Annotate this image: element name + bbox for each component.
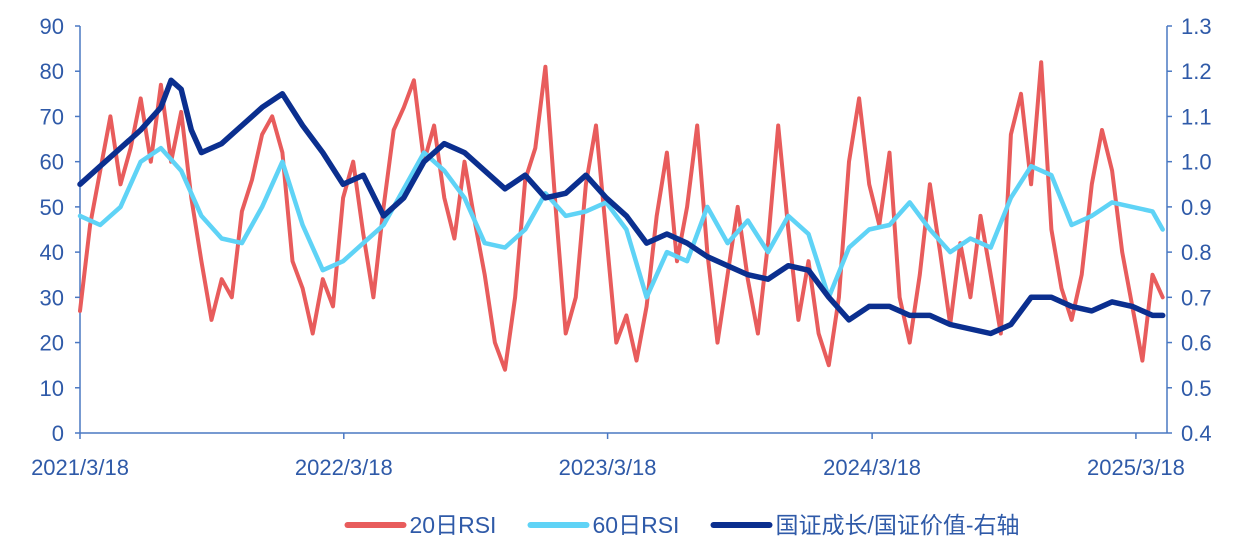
right-y-tick-label: 1.0 bbox=[1181, 150, 1212, 175]
left-y-tick-label: 40 bbox=[40, 240, 64, 265]
left-y-tick-label: 50 bbox=[40, 195, 64, 220]
series-line-rsi20 bbox=[78, 60, 1165, 372]
right-y-tick-label: 0.4 bbox=[1181, 421, 1212, 446]
legend-layer: 20日RSI 60日RSI 国证成长/国证价值-右轴 bbox=[344, 512, 1020, 538]
right-y-tick-label: 0.7 bbox=[1181, 285, 1212, 310]
legend-label-rsi20: 20日RSI bbox=[410, 512, 497, 538]
x-tick-label: 2022/3/18 bbox=[295, 455, 393, 480]
left-y-tick-label: 20 bbox=[40, 331, 64, 356]
right-y-tick-label: 0.9 bbox=[1181, 195, 1212, 220]
series-line-ratio bbox=[77, 77, 1166, 337]
left-y-tick-label: 0 bbox=[52, 421, 64, 446]
left-y-tick-label: 10 bbox=[40, 376, 64, 401]
right-y-tick-label: 1.3 bbox=[1181, 14, 1212, 39]
right-y-tick-label: 0.6 bbox=[1181, 331, 1212, 356]
x-tick-label: 2021/3/18 bbox=[31, 455, 129, 480]
x-tick-label: 2025/3/18 bbox=[1087, 455, 1185, 480]
right-y-tick-label: 0.5 bbox=[1181, 376, 1212, 401]
legend-label-rsi60: 60日RSI bbox=[593, 512, 680, 538]
left-y-tick-label: 30 bbox=[40, 285, 64, 310]
x-tick-label: 2024/3/18 bbox=[823, 455, 921, 480]
right-y-tick-label: 0.8 bbox=[1181, 240, 1212, 265]
series-line-rsi60 bbox=[77, 145, 1165, 300]
ticks-layer: 0 10 20 30 40 50 60 70 80 90 0.4 0.5 0.6 0.7 0.8 0.9 1.0… bbox=[31, 14, 1212, 480]
x-tick-label: 2023/3/18 bbox=[559, 455, 657, 480]
left-y-tick-label: 60 bbox=[40, 150, 64, 175]
right-y-tick-label: 1.1 bbox=[1181, 104, 1212, 129]
series-layer bbox=[77, 60, 1166, 372]
legend-label-ratio: 国证成长/国证价值-右轴 bbox=[776, 512, 1020, 538]
left-y-tick-label: 90 bbox=[40, 14, 64, 39]
left-y-tick-label: 80 bbox=[40, 59, 64, 84]
right-y-tick-label: 1.2 bbox=[1181, 59, 1212, 84]
axes-layer bbox=[79, 26, 1168, 434]
left-y-tick-label: 70 bbox=[40, 104, 64, 129]
